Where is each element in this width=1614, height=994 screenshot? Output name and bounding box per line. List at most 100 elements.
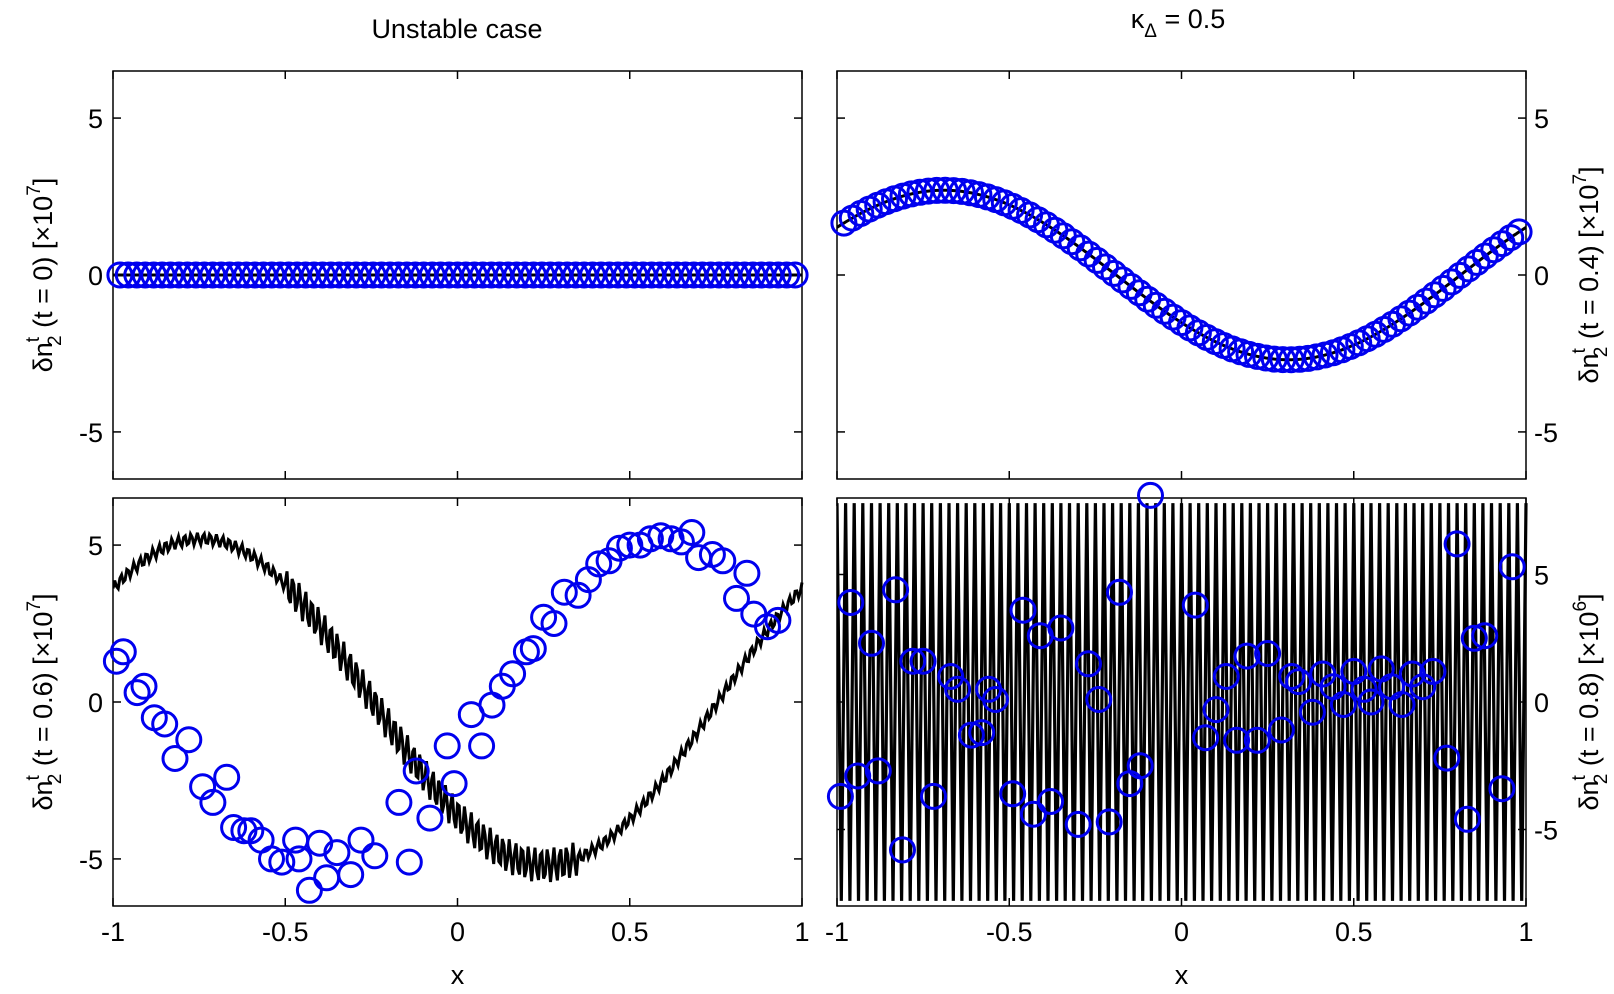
- left-column-title: Unstable case: [371, 14, 542, 44]
- y-tick-label: 5: [88, 104, 103, 134]
- marker-group: [830, 176, 1533, 374]
- right-column-title: κΔ = 0.5: [1131, 4, 1226, 42]
- data-point: [440, 770, 468, 798]
- data-point: [1181, 591, 1209, 619]
- data-point: [1085, 686, 1113, 713]
- data-point: [1421, 281, 1449, 309]
- panel-tl: -5 0 5 δnt2 (t = 0) [×107]: [23, 70, 809, 480]
- data-point: [151, 710, 179, 738]
- y-tick-label: 0: [88, 261, 103, 291]
- data-point: [1117, 272, 1145, 300]
- data-point: [709, 547, 737, 575]
- data-point: [1438, 268, 1466, 296]
- data-point: [130, 672, 158, 700]
- y-tick-label: -5: [79, 845, 103, 875]
- x-axis-label: x: [451, 960, 465, 990]
- data-point: [864, 757, 892, 785]
- data-point: [889, 836, 916, 864]
- data-point: [123, 679, 151, 707]
- data-point: [1267, 716, 1295, 744]
- data-point: [1106, 578, 1133, 606]
- data-point: [764, 606, 792, 634]
- data-point: [940, 177, 968, 205]
- y-tick-label: 0: [88, 688, 103, 718]
- data-point: [899, 647, 927, 675]
- data-point: [1083, 246, 1111, 274]
- data-point: [723, 584, 750, 612]
- data-point: [944, 675, 972, 703]
- data-point: [1075, 240, 1103, 268]
- data-point: [733, 559, 761, 587]
- marker-group: [826, 481, 1526, 864]
- data-point: [1064, 810, 1092, 838]
- series-line-group: [113, 529, 804, 883]
- data-point: [1497, 224, 1525, 252]
- data-point: [1100, 259, 1128, 287]
- data-point: [1278, 663, 1306, 690]
- x-tick-label: -1: [101, 917, 125, 947]
- y-tick-label: 5: [1534, 561, 1549, 591]
- data-point: [1047, 614, 1075, 642]
- data-point: [858, 629, 885, 657]
- data-point: [1066, 234, 1094, 262]
- data-point: [1350, 675, 1378, 703]
- axes-frame: [112, 497, 803, 907]
- data-point: [1037, 788, 1065, 815]
- data-point: [1443, 530, 1471, 558]
- y-tick-label: 5: [88, 531, 103, 561]
- data-point: [1285, 668, 1313, 696]
- data-point: [361, 842, 389, 870]
- data-point: [1505, 218, 1533, 246]
- y-tick-label: -5: [1534, 418, 1558, 448]
- data-point: [1453, 805, 1481, 833]
- y-tick-label: -5: [79, 418, 103, 448]
- data-point: [781, 261, 809, 289]
- data-point: [220, 814, 248, 841]
- data-point: [1092, 253, 1119, 281]
- y-tick-label: 0: [1534, 688, 1549, 718]
- data-point: [636, 525, 664, 553]
- data-point: [1233, 642, 1261, 670]
- y-axis-label: δnt2 (t = 0.4) [×107]: [1569, 166, 1612, 383]
- data-point: [1298, 698, 1326, 726]
- data-point: [931, 176, 959, 204]
- data-point: [837, 589, 865, 616]
- data-point: [1137, 481, 1164, 509]
- data-point: [605, 534, 633, 562]
- data-point: [585, 550, 613, 578]
- y-tick-label: -5: [1534, 816, 1558, 846]
- data-point: [968, 719, 996, 747]
- y-tick-label: 0: [1534, 261, 1549, 291]
- data-point: [1429, 274, 1457, 302]
- data-point: [1126, 752, 1154, 780]
- data-point: [109, 638, 137, 666]
- data-point: [948, 177, 976, 205]
- data-point: [1019, 800, 1047, 828]
- data-point: [1463, 248, 1491, 276]
- data-point: [499, 660, 527, 688]
- data-point: [1498, 553, 1526, 581]
- data-point: [1075, 650, 1102, 678]
- data-point: [1471, 622, 1499, 650]
- y-tick-label: 5: [1534, 104, 1549, 134]
- data-point: [1243, 726, 1271, 754]
- data-point: [433, 732, 461, 760]
- panel-br: -1 -0.5 0 0.5 1 -5 0 5 x δnt2 (t = 0.8) [×106]: [825, 481, 1612, 990]
- y-axis-label: δnt2 (t = 0.6) [×107]: [23, 593, 66, 810]
- data-point: [395, 848, 423, 876]
- data-point: [1095, 808, 1123, 836]
- data-point: [982, 686, 1009, 713]
- data-point: [313, 864, 341, 892]
- data-point: [1223, 726, 1251, 754]
- data-point: [740, 600, 768, 628]
- series-line: [837, 503, 1528, 901]
- data-point: [1419, 657, 1447, 685]
- panel-bl: -1 -0.5 0 0.5 1 -5 0 5 x δnt2 (t = 0.6) [×107]: [23, 497, 810, 990]
- data-point: [1357, 688, 1385, 716]
- data-point: [1212, 663, 1240, 690]
- data-point: [1455, 255, 1482, 283]
- x-tick-label: 0: [450, 917, 465, 947]
- y-axis-label: δnt2 (t = 0) [×107]: [23, 178, 66, 373]
- data-point: [773, 261, 801, 289]
- data-point: [323, 839, 351, 867]
